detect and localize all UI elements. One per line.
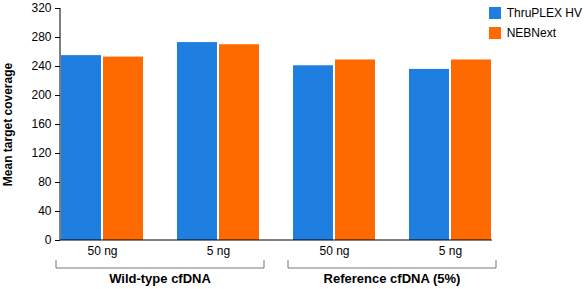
svg-text:50 ng: 50 ng [87,244,117,258]
html-text:NEBNext: NEBNext [506,26,556,40]
svg-text:Mean target coverage: Mean target coverage [1,62,15,186]
svg-text:200: 200 [31,88,51,102]
svg-text:80: 80 [38,175,52,189]
svg-text:Reference cfDNA (5%): Reference cfDNA (5%) [324,271,461,286]
svg-text:50 ng: 50 ng [319,244,349,258]
svg-text:160: 160 [31,117,51,131]
svg-text:120: 120 [31,146,51,160]
svg-text:Wild-type cfDNA: Wild-type cfDNA [109,271,211,286]
svg-text:320: 320 [31,1,51,15]
svg-text:5 ng: 5 ng [207,244,230,258]
svg-text:240: 240 [31,59,51,73]
svg-text:0: 0 [45,233,52,247]
svg-text:5 ng: 5 ng [439,244,462,258]
svg-text:280: 280 [31,30,51,44]
svg-text:40: 40 [38,204,52,218]
html-text:ThruPLEX HV: ThruPLEX HV [506,6,582,20]
